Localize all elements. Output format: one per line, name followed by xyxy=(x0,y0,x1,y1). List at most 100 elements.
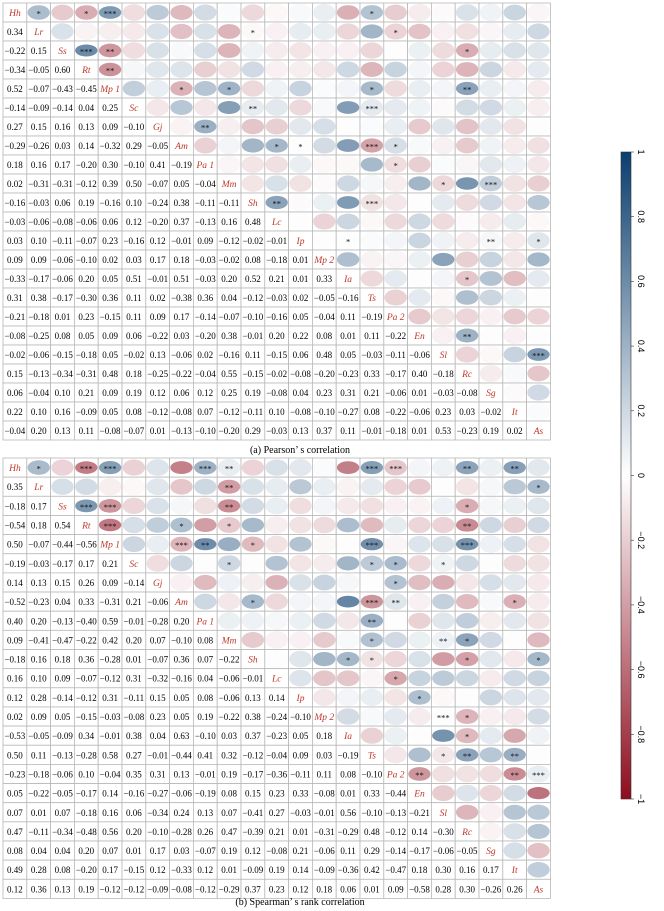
coefficient-label: −0.03 xyxy=(195,274,216,284)
coefficient-ellipse xyxy=(241,554,265,573)
coefficient-ellipse xyxy=(98,22,122,41)
coefficient-ellipse xyxy=(289,23,312,40)
coefficient-label: −0.08 xyxy=(290,407,311,417)
coefficient-label: 0.07 xyxy=(102,846,118,856)
variable-label: Am xyxy=(174,142,188,152)
coefficient-ellipse xyxy=(313,632,336,648)
coefficient-label: 0.53 xyxy=(435,426,451,436)
coefficient-ellipse xyxy=(241,536,265,552)
coefficient-label: 0.06 xyxy=(340,884,356,894)
cell-As-As xyxy=(526,420,551,441)
coefficient-label: 0.36 xyxy=(174,655,190,665)
coefficient-ellipse xyxy=(503,155,526,174)
coefficient-label: 0.13 xyxy=(245,693,261,703)
coefficient-ellipse xyxy=(265,60,288,79)
coefficient-ellipse xyxy=(503,612,526,630)
variable-label: As xyxy=(533,427,544,437)
coefficient-ellipse xyxy=(336,595,360,608)
coefficient-ellipse xyxy=(336,139,360,152)
coefficient-ellipse xyxy=(98,499,122,513)
coefficient-ellipse xyxy=(455,748,479,762)
cell-As-As xyxy=(526,878,551,899)
coefficient-label: −0.14 xyxy=(123,578,144,588)
coefficient-label: 0.38 xyxy=(126,731,142,741)
coefficient-label: 0.01 xyxy=(412,388,428,398)
significance-stars: ** xyxy=(272,199,281,209)
coefficient-ellipse xyxy=(360,727,384,744)
coefficient-label: 0.12 xyxy=(197,865,213,875)
coefficient-ellipse xyxy=(479,42,503,59)
significance-stars: * xyxy=(37,9,41,19)
coefficient-label: −0.03 xyxy=(100,712,121,722)
significance-stars: ** xyxy=(225,502,234,512)
coefficient-label: 0.48 xyxy=(245,217,261,227)
coefficient-label: −0.06 xyxy=(52,769,73,779)
significance-stars: ** xyxy=(391,598,400,608)
coefficient-ellipse xyxy=(455,555,479,572)
coefficient-label: 0.01 xyxy=(364,884,380,894)
coefficient-ellipse xyxy=(527,175,550,192)
coefficient-label: 0.13 xyxy=(31,578,47,588)
coefficient-ellipse xyxy=(384,611,407,630)
pearson-matrix: Hh * * *** *0.34 Lr * *−0.22 0.15 Ss *** ** *−0.34 −0… xyxy=(2,2,551,441)
coefficient-ellipse xyxy=(432,497,455,515)
coefficient-label: 0.01 xyxy=(221,865,237,875)
coefficient-label: 0.30 xyxy=(459,884,475,894)
coefficient-label: −0.06 xyxy=(219,674,240,684)
coefficient-label: 0.02 xyxy=(293,293,309,303)
coefficient-label: −0.10 xyxy=(76,255,97,265)
variable-label: Sg xyxy=(486,847,496,857)
coefficient-label: 0.13 xyxy=(78,122,94,132)
coefficient-ellipse xyxy=(479,803,503,821)
coefficient-label: 0.08 xyxy=(55,865,71,875)
coefficient-label: 0.20 xyxy=(126,827,142,837)
coefficient-ellipse xyxy=(241,632,265,648)
coefficient-ellipse xyxy=(503,288,526,307)
coefficient-ellipse xyxy=(527,79,550,98)
coefficient-label: 0.23 xyxy=(102,236,118,246)
coefficient-label: 0.06 xyxy=(126,331,142,341)
coefficient-ellipse xyxy=(527,402,550,421)
coefficient-ellipse xyxy=(360,517,384,533)
coefficient-ellipse xyxy=(170,99,193,116)
coefficient-label: −0.28 xyxy=(100,655,121,665)
coefficient-ellipse xyxy=(527,708,550,725)
coefficient-label: −0.24 xyxy=(266,712,287,722)
coefficient-label: 0.03 xyxy=(174,331,190,341)
coefficient-label: 0.11 xyxy=(31,750,46,760)
coefficient-label: 0.01 xyxy=(293,255,309,265)
colorbar-tick-label: −0.6 xyxy=(636,661,646,679)
coefficient-label: 0.22 xyxy=(7,407,23,417)
coefficient-label: −0.05 xyxy=(28,65,49,75)
coefficient-ellipse xyxy=(122,536,146,553)
coefficient-ellipse xyxy=(479,517,503,534)
coefficient-ellipse xyxy=(289,136,312,155)
variable-label: Ss xyxy=(58,502,67,512)
variable-label: Lc xyxy=(271,218,282,228)
significance-stars: *** xyxy=(485,180,498,190)
significance-stars: ** xyxy=(106,47,115,57)
variable-label: As xyxy=(533,885,544,895)
coefficient-label: −0.12 xyxy=(385,827,406,837)
coefficient-ellipse xyxy=(360,212,384,231)
coefficient-label: −0.16 xyxy=(100,198,121,208)
coefficient-ellipse xyxy=(98,461,122,475)
coefficient-label: −0.06 xyxy=(171,350,192,360)
coefficient-ellipse xyxy=(384,688,407,706)
significance-stars: * xyxy=(441,180,445,190)
coefficient-label: 0.48 xyxy=(102,369,118,379)
coefficient-label: 0.17 xyxy=(55,160,71,170)
coefficient-label: 0.20 xyxy=(31,426,47,436)
coefficient-label: 0.48 xyxy=(316,350,332,360)
coefficient-ellipse xyxy=(455,81,479,96)
coefficient-ellipse xyxy=(455,155,479,174)
coefficient-ellipse xyxy=(479,574,503,591)
coefficient-ellipse xyxy=(289,612,312,630)
coefficient-ellipse xyxy=(384,650,407,668)
coefficient-label: 0.10 xyxy=(78,769,94,779)
coefficient-label: −0.08 xyxy=(123,712,144,722)
coefficient-ellipse xyxy=(194,81,217,96)
coefficient-ellipse xyxy=(527,308,550,325)
coefficient-label: 0.20 xyxy=(269,331,285,341)
coefficient-ellipse xyxy=(408,23,431,40)
